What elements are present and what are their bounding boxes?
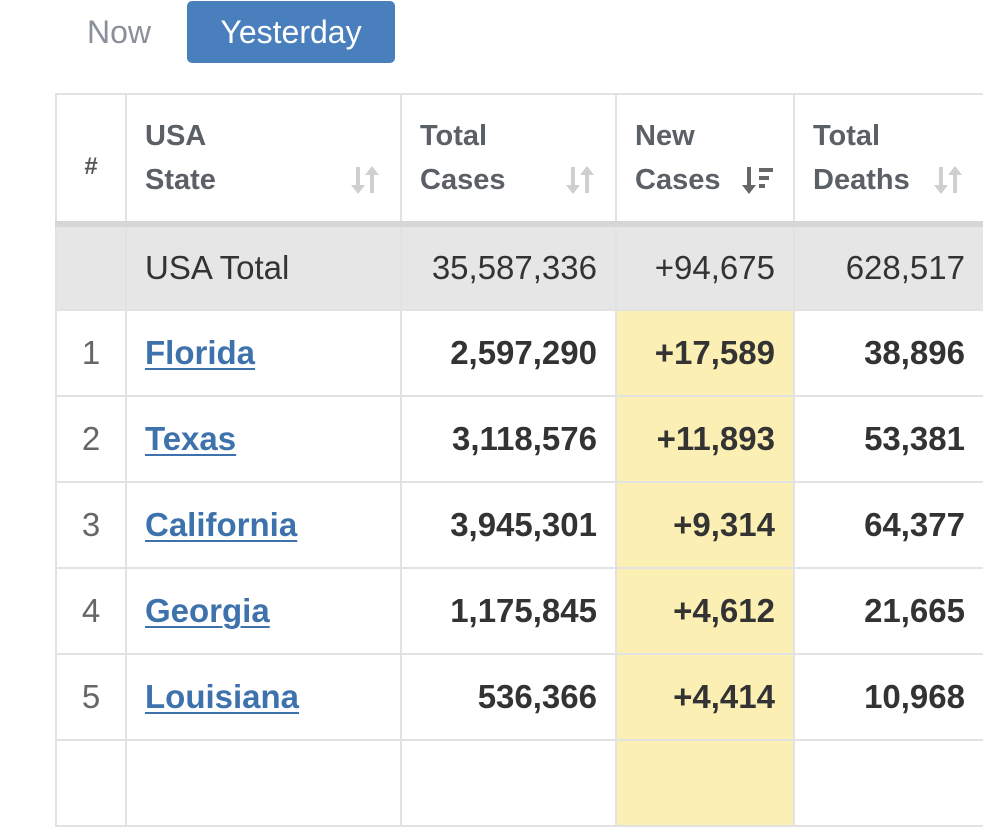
row-total-deaths: 21,665 <box>793 567 983 655</box>
row-state: Louisiana <box>125 653 402 741</box>
state-link[interactable]: Texas <box>145 420 237 457</box>
table-row: 5 Louisiana 536,366 +4,414 10,968 <box>55 653 983 741</box>
table-row: 3 California 3,945,301 +9,314 64,377 <box>55 481 983 569</box>
header-total-cases[interactable]: Total Cases <box>400 93 617 227</box>
usa-total-row: USA Total 35,587,336 +94,675 628,517 <box>55 223 983 311</box>
row-index: 2 <box>55 395 127 483</box>
row-total-cases: 536,366 <box>400 653 617 741</box>
total-index <box>55 223 127 311</box>
header-index: # <box>55 93 127 227</box>
header-total-cases-line1: Total <box>420 120 488 152</box>
state-link[interactable]: California <box>145 506 298 543</box>
row-new-cases <box>615 739 795 827</box>
row-state: Florida <box>125 309 402 397</box>
row-state <box>125 739 402 827</box>
row-total-cases: 2,597,290 <box>400 309 617 397</box>
header-state[interactable]: USA State <box>125 93 402 227</box>
sort-icon[interactable] <box>931 163 965 197</box>
row-total-deaths: 38,896 <box>793 309 983 397</box>
tab-now[interactable]: Now <box>86 14 151 50</box>
total-cases-value: 35,587,336 <box>400 223 617 311</box>
row-index: 4 <box>55 567 127 655</box>
row-index <box>55 739 127 827</box>
row-index: 1 <box>55 309 127 397</box>
row-state: Georgia <box>125 567 402 655</box>
row-state: California <box>125 481 402 569</box>
row-total-cases: 1,175,845 <box>400 567 617 655</box>
row-new-cases: +17,589 <box>615 309 795 397</box>
row-new-cases: +11,893 <box>615 395 795 483</box>
row-new-cases: +4,414 <box>615 653 795 741</box>
sort-icon[interactable] <box>563 163 597 197</box>
header-new-cases[interactable]: New Cases <box>615 93 795 227</box>
row-state: Texas <box>125 395 402 483</box>
row-index: 3 <box>55 481 127 569</box>
header-new-cases-line2: Cases <box>635 164 721 196</box>
total-label: USA Total <box>125 223 402 311</box>
table-row: 4 Georgia 1,175,845 +4,612 21,665 <box>55 567 983 655</box>
header-state-line1: USA <box>145 120 207 152</box>
total-new-cases-value: +94,675 <box>615 223 795 311</box>
state-link[interactable]: Florida <box>145 334 256 371</box>
row-total-deaths: 53,381 <box>793 395 983 483</box>
row-new-cases: +9,314 <box>615 481 795 569</box>
header-new-cases-line1: New <box>635 120 695 152</box>
row-total-deaths: 10,968 <box>793 653 983 741</box>
state-link[interactable]: Louisiana <box>145 678 300 715</box>
table-row: 2 Texas 3,118,576 +11,893 53,381 <box>55 395 983 483</box>
header-total-deaths-line2: Deaths <box>813 164 910 196</box>
table-row: 1 Florida 2,597,290 +17,589 38,896 <box>55 309 983 397</box>
header-state-line2: State <box>145 164 216 196</box>
table-row <box>55 739 983 827</box>
sort-desc-icon[interactable] <box>741 163 775 197</box>
row-total-deaths <box>793 739 983 827</box>
period-tabs: Now Yesterday <box>0 0 983 65</box>
row-total-cases <box>400 739 617 827</box>
tab-yesterday[interactable]: Yesterday <box>187 1 395 63</box>
header-total-cases-line2: Cases <box>420 164 506 196</box>
header-total-deaths[interactable]: Total Deaths <box>793 93 983 227</box>
header-row: # USA State Total Cases New Cases <box>55 93 983 227</box>
row-total-cases: 3,118,576 <box>400 395 617 483</box>
sort-icon[interactable] <box>348 163 382 197</box>
covid-table: # USA State Total Cases New Cases <box>55 93 983 827</box>
row-new-cases: +4,612 <box>615 567 795 655</box>
row-total-cases: 3,945,301 <box>400 481 617 569</box>
header-total-deaths-line1: Total <box>813 120 881 152</box>
row-index: 5 <box>55 653 127 741</box>
state-link[interactable]: Georgia <box>145 592 270 629</box>
total-deaths-value: 628,517 <box>793 223 983 311</box>
row-total-deaths: 64,377 <box>793 481 983 569</box>
